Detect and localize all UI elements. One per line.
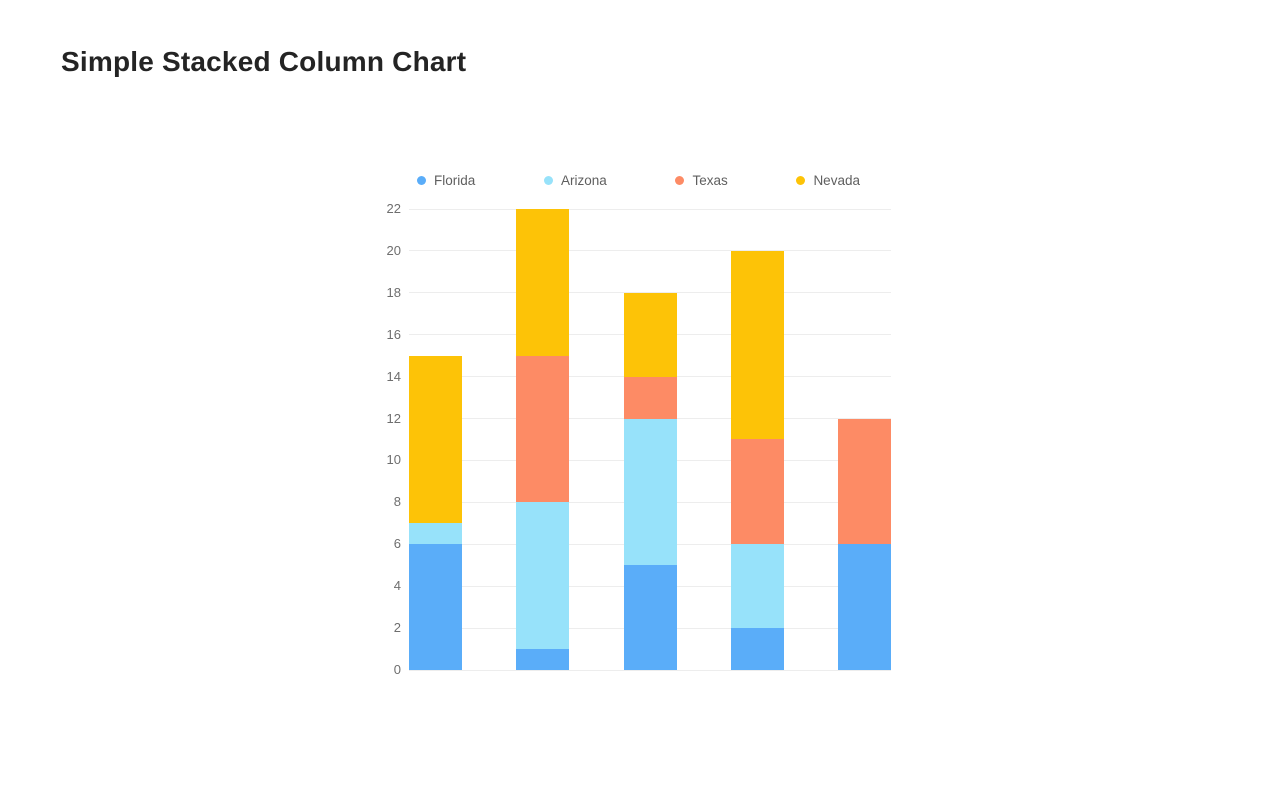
legend-item-label: Nevada <box>813 172 860 188</box>
bar-segment-nevada[interactable] <box>409 356 462 523</box>
y-axis-tick-label: 4 <box>393 578 401 594</box>
bar-column <box>838 419 891 670</box>
bar-segment-texas[interactable] <box>838 419 891 544</box>
legend-item-texas[interactable]: Texas <box>675 172 728 188</box>
bar-column <box>409 356 462 670</box>
legend-swatch-icon <box>675 175 685 185</box>
y-axis-tick-label: 0 <box>393 662 401 677</box>
bar-segment-texas[interactable] <box>731 439 784 544</box>
legend-item-arizona[interactable]: Arizona <box>543 172 607 188</box>
legend-item-label: Texas <box>692 172 728 188</box>
y-axis-tick-label: 20 <box>386 242 401 258</box>
bar-segment-texas[interactable] <box>516 356 569 502</box>
y-axis-tick-label: 12 <box>386 410 401 426</box>
legend-item-label: Arizona <box>560 172 607 188</box>
y-axis-tick-label: 18 <box>386 284 401 300</box>
bar-segment-arizona[interactable] <box>409 523 462 544</box>
y-axis-tick-label: 22 <box>386 201 401 216</box>
legend-item-nevada[interactable]: Nevada <box>796 173 860 188</box>
legend-swatch-icon <box>543 175 553 185</box>
y-axis-tick-label: 10 <box>386 452 401 468</box>
y-axis-tick-label: 8 <box>393 494 401 510</box>
legend-swatch-icon <box>417 175 426 185</box>
bar-segment-florida[interactable] <box>624 565 677 670</box>
bar-segment-arizona[interactable] <box>731 544 784 628</box>
bar-segment-florida[interactable] <box>516 649 569 670</box>
y-axis-tick-label: 2 <box>393 620 401 636</box>
gridline <box>409 669 891 671</box>
chart-legend: Florida Arizona Texas Nevada <box>417 171 860 189</box>
bar-segment-florida[interactable] <box>838 544 891 670</box>
bar-column <box>624 293 677 670</box>
legend-item-florida[interactable]: Florida <box>417 173 475 188</box>
y-axis-tick-label: 6 <box>393 536 401 552</box>
page-title: Simple Stacked Column Chart <box>61 46 467 77</box>
bar-segment-nevada[interactable] <box>731 251 784 439</box>
bar-segment-texas[interactable] <box>624 377 677 419</box>
bar-column <box>516 209 569 670</box>
bar-segment-florida[interactable] <box>409 544 462 670</box>
y-axis-tick-label: 16 <box>386 326 401 342</box>
y-axis-tick-label: 14 <box>386 368 401 384</box>
chart-plot-area: 0 2 4 6 8 10 12 14 16 18 20 22 <box>387 201 891 677</box>
gridline <box>409 250 891 252</box>
bar-segment-florida[interactable] <box>731 628 784 670</box>
gridline <box>409 208 891 210</box>
gridline <box>409 292 891 294</box>
bar-segment-nevada[interactable] <box>516 209 569 356</box>
bar-column <box>731 251 784 670</box>
legend-item-label: Florida <box>434 172 476 188</box>
bar-segment-arizona[interactable] <box>516 502 569 649</box>
bar-segment-nevada[interactable] <box>624 293 677 377</box>
bar-segment-arizona[interactable] <box>624 419 677 565</box>
legend-swatch-icon <box>796 175 806 185</box>
